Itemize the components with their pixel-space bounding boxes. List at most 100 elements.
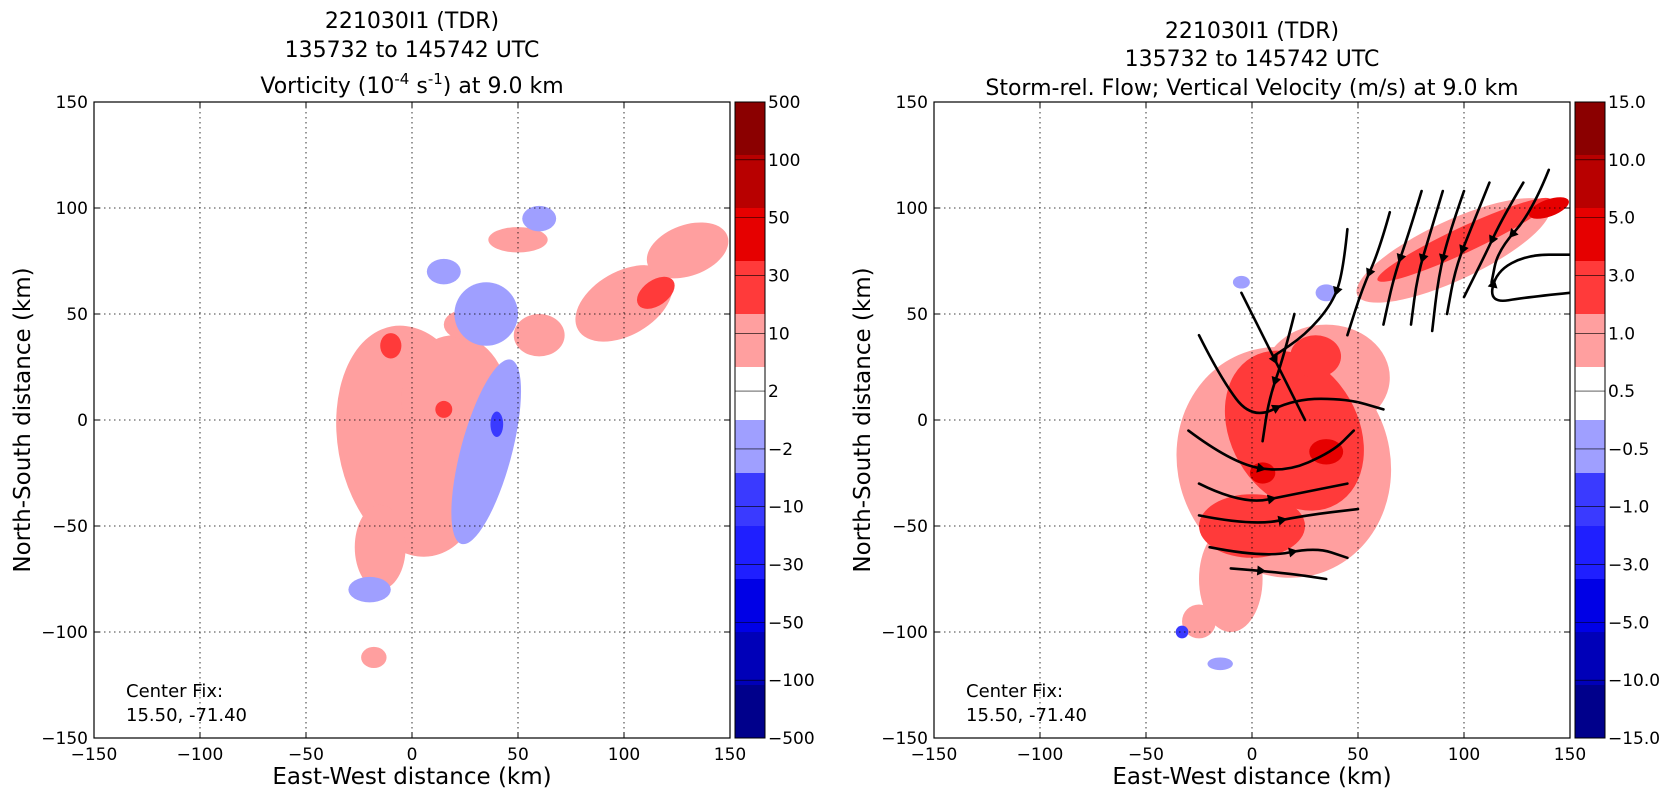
- colorbar: −500 −100 −50 −30 −10 −2 2 10 30 50 100 500: [734, 93, 815, 749]
- y-tick-label: 100: [896, 199, 928, 219]
- center-fix-label: Center Fix:: [126, 681, 223, 702]
- colorbar-label: −1.0: [1608, 498, 1649, 518]
- y-axis-ticks: −150 −100 −50 0 50 100 150: [41, 93, 730, 749]
- contour-region: [1528, 197, 1569, 219]
- contour-region: [490, 411, 504, 437]
- colorbar-segment: [1575, 526, 1605, 579]
- contour-region: [426, 258, 461, 285]
- colorbar-label: 500: [768, 93, 800, 113]
- colorbar-segment: [735, 367, 765, 420]
- colorbar-label: −3.0: [1608, 556, 1649, 576]
- streamline-arrow: [1489, 234, 1499, 245]
- contour-region: [1315, 284, 1337, 302]
- streamline-arrow: [1508, 227, 1519, 239]
- x-axis-label: East-West distance (km): [1112, 764, 1391, 790]
- contour-region: [488, 227, 548, 253]
- x-tick-label: 0: [1247, 745, 1258, 765]
- streamline-arrow: [1439, 253, 1449, 264]
- contour-region: [1232, 275, 1250, 289]
- contour-region: [454, 282, 518, 346]
- streamline-arrow: [1288, 547, 1298, 558]
- colorbar-label: 50: [768, 209, 790, 229]
- colorbar-segment: [735, 685, 765, 738]
- title-superscript-a: -4: [394, 70, 409, 88]
- contour-region: [1175, 625, 1189, 639]
- vertical-velocity-panel: 221030I1 (TDR) 135732 to 145742 UTC Stor…: [850, 19, 1660, 790]
- y-tick-label: −100: [41, 623, 88, 643]
- x-tick-label: 100: [1448, 745, 1480, 765]
- colorbar-label: −0.5: [1608, 440, 1649, 460]
- colorbar-label: 5.0: [1608, 209, 1635, 229]
- colorbar-segment: [735, 526, 765, 579]
- y-tick-label: 0: [77, 411, 88, 431]
- contour-region: [451, 359, 522, 545]
- y-tick-label: 150: [896, 93, 928, 113]
- colorbar-label: 15.0: [1608, 93, 1646, 113]
- vorticity-contours: [336, 205, 729, 669]
- y-tick-label: 50: [66, 305, 88, 325]
- y-axis-ticks: −150 −100 −50 0 50 100 150: [881, 93, 1570, 749]
- y-tick-label: 100: [56, 199, 88, 219]
- colorbar-label: 3.0: [1608, 266, 1635, 286]
- y-tick-label: −150: [881, 729, 928, 749]
- y-tick-label: 0: [917, 411, 928, 431]
- streamline-arrow: [1270, 404, 1282, 414]
- streamline: [1240, 291, 1307, 422]
- colorbar-label: −10: [768, 498, 804, 518]
- colorbar-label: −2: [768, 440, 793, 460]
- colorbar-segment: [735, 473, 765, 526]
- contour-region: [435, 400, 453, 418]
- colorbar-segment: [1575, 473, 1605, 526]
- vorticity-panel: 221030I1 (TDR) 135732 to 145742 UTC Vort…: [10, 9, 815, 790]
- y-tick-label: −50: [52, 517, 88, 537]
- x-tick-label: −50: [288, 745, 324, 765]
- streamline: [1187, 429, 1356, 471]
- y-tick-label: −150: [41, 729, 88, 749]
- x-axis-ticks: −150 −100 −50 0 50 100 150: [71, 102, 746, 765]
- streamline-arrow: [1396, 252, 1407, 264]
- chart-title-line-2: 135732 to 145742 UTC: [1125, 47, 1380, 72]
- y-axis-label: North-South distance (km): [10, 267, 36, 572]
- colorbar-segment: [1575, 367, 1605, 420]
- y-axis-label: North-South distance (km): [850, 267, 876, 572]
- x-tick-label: −150: [71, 745, 118, 765]
- y-tick-label: −50: [892, 517, 928, 537]
- contour-region: [636, 276, 675, 309]
- colorbar-segment: [1575, 102, 1605, 155]
- colorbar-label: −100: [768, 671, 815, 691]
- streamline-arrow: [1487, 278, 1498, 289]
- colorbar-segment: [735, 102, 765, 155]
- streamline: [1271, 227, 1349, 358]
- contour-region: [361, 646, 387, 669]
- colorbar-segment: [1575, 261, 1605, 314]
- contour-region: [646, 222, 729, 279]
- chart-title-line-3: Storm-rel. Flow; Vertical Velocity (m/s)…: [985, 76, 1518, 101]
- streamline: [1490, 253, 1570, 303]
- colorbar-label: −15.0: [1608, 729, 1660, 749]
- grid-lines: [934, 102, 1570, 738]
- colorbar-segment: [1575, 632, 1605, 685]
- x-tick-label: 150: [1554, 745, 1586, 765]
- contour-region: [513, 314, 565, 357]
- colorbar-label: 2: [768, 382, 779, 402]
- streamline: [1197, 333, 1385, 415]
- streamline-arrow: [1333, 285, 1343, 297]
- colorbar-label: 10.0: [1608, 151, 1646, 171]
- x-tick-label: 50: [1347, 745, 1369, 765]
- chart-title-line-2: 135732 to 145742 UTC: [285, 38, 540, 63]
- streamline-arrow: [1271, 375, 1282, 387]
- colorbar-segment: [735, 420, 765, 473]
- title-text-c: ) at 9.0 km: [443, 74, 564, 99]
- center-fix-label: Center Fix:: [966, 681, 1063, 702]
- contour-region: [380, 333, 402, 359]
- grid-lines: [94, 102, 730, 738]
- colorbar-segment: [735, 261, 765, 314]
- contour-region: [1199, 494, 1305, 558]
- streamlines: [1187, 168, 1570, 581]
- streamline-arrow: [1256, 462, 1267, 473]
- colorbar-segment: [735, 208, 765, 261]
- title-text-a: Vorticity (10: [260, 74, 394, 99]
- contour-region: [1207, 657, 1233, 671]
- contour-region: [522, 205, 557, 232]
- colorbar-label: 100: [768, 151, 800, 171]
